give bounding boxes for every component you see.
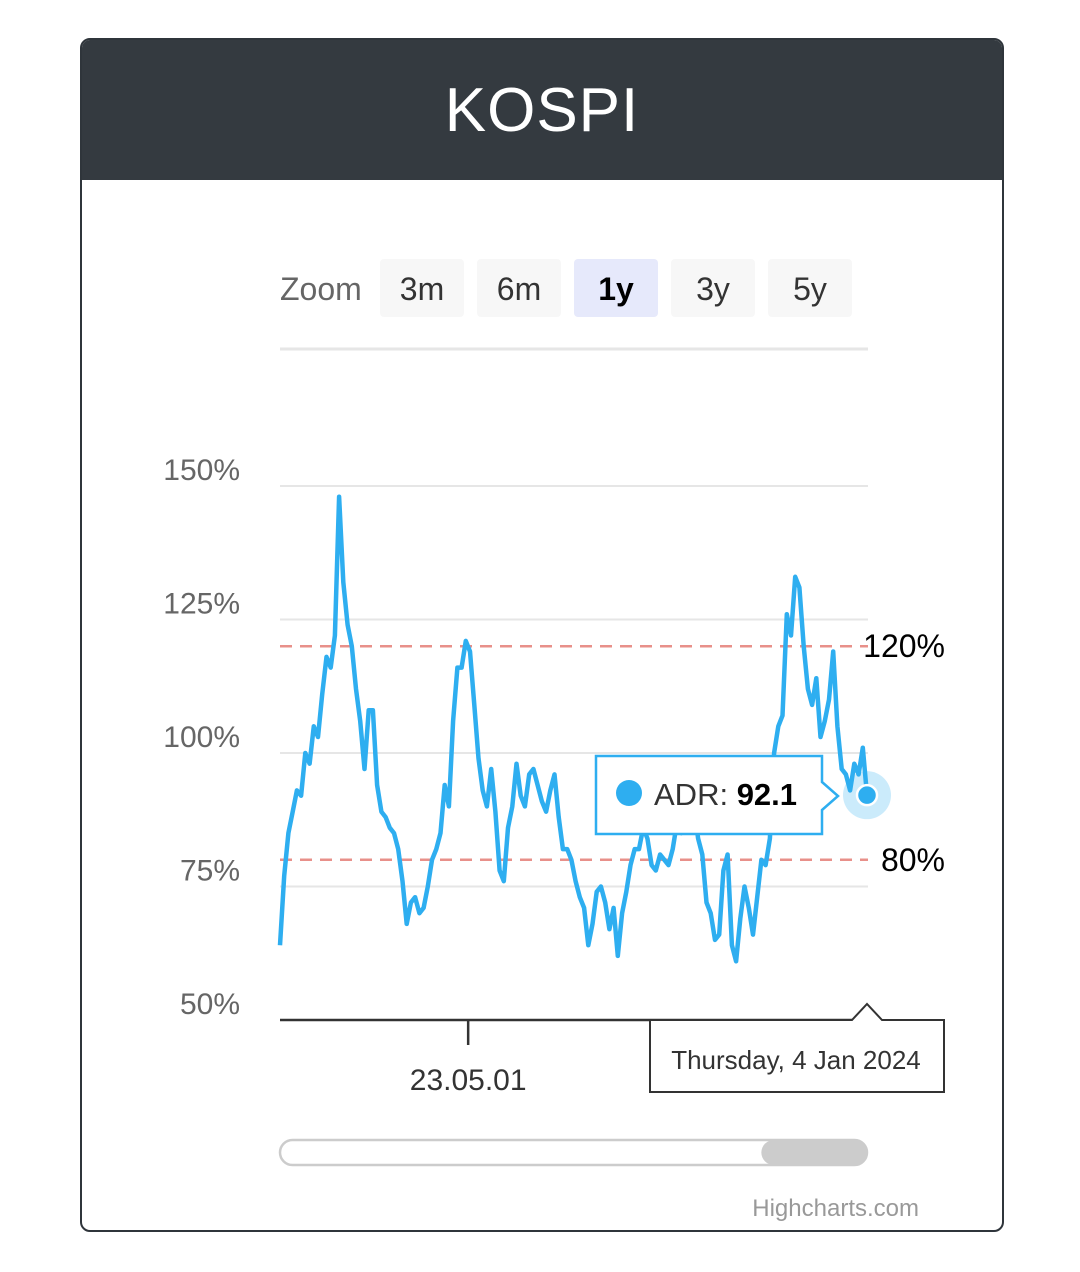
chart-card: KOSPI: [80, 38, 1004, 1232]
hover-point[interactable]: [855, 783, 879, 807]
scrollbar-thumb[interactable]: [761, 1140, 867, 1165]
date-label-text: Thursday, 4 Jan 2024: [671, 1045, 921, 1075]
x-tick-label: 23.05.01: [410, 1064, 527, 1097]
series-group: [277, 494, 891, 964]
zoom-button-5y[interactable]: [768, 259, 852, 317]
zoom-label: Zoom: [280, 271, 362, 307]
navigator[interactable]: [278, 1138, 869, 1167]
chart-title: KOSPI: [82, 40, 1002, 180]
zoom-button-3y[interactable]: [671, 259, 755, 317]
zoom-button-label: 1y: [598, 271, 634, 307]
zoom-button-3m[interactable]: [380, 259, 464, 317]
zoom-button-label: 5y: [793, 271, 827, 307]
date-label-box: [649, 1002, 945, 1093]
zoom-controls: Zoom 3m 6m 1y 3y 5y: [280, 259, 852, 317]
zoom-button-1y[interactable]: [574, 259, 658, 317]
x-crosshair-label: Thursday, 4 Jan 2024: [649, 1002, 945, 1093]
plot-band-label: 80%: [881, 842, 945, 878]
series-line-adr: [277, 494, 870, 964]
grid-lines: [280, 485, 868, 888]
y-tick-label: 150%: [163, 454, 240, 487]
y-axis: 50% 75% 100% 125% 150%: [163, 454, 240, 1021]
tooltip-box: [594, 754, 840, 836]
y-tick-label: 50%: [180, 988, 240, 1021]
zoom-button-6m[interactable]: [477, 259, 561, 317]
plot-band-label: 120%: [863, 628, 945, 664]
tooltip-text: ADR: 92.1: [654, 777, 797, 812]
tooltip: ADR: 92.1: [594, 754, 840, 836]
zoom-button-label: 3y: [696, 271, 730, 307]
plot-bands: 120% 80%: [280, 628, 945, 878]
y-tick-label: 100%: [163, 721, 240, 754]
tooltip-series-dot: [616, 780, 642, 806]
zoom-button-label: 6m: [497, 271, 541, 307]
y-tick-label: 75%: [180, 855, 240, 888]
zoom-button-label: 3m: [400, 271, 444, 307]
y-tick-label: 125%: [163, 588, 240, 621]
credits-link[interactable]: Highcharts.com: [752, 1195, 919, 1222]
